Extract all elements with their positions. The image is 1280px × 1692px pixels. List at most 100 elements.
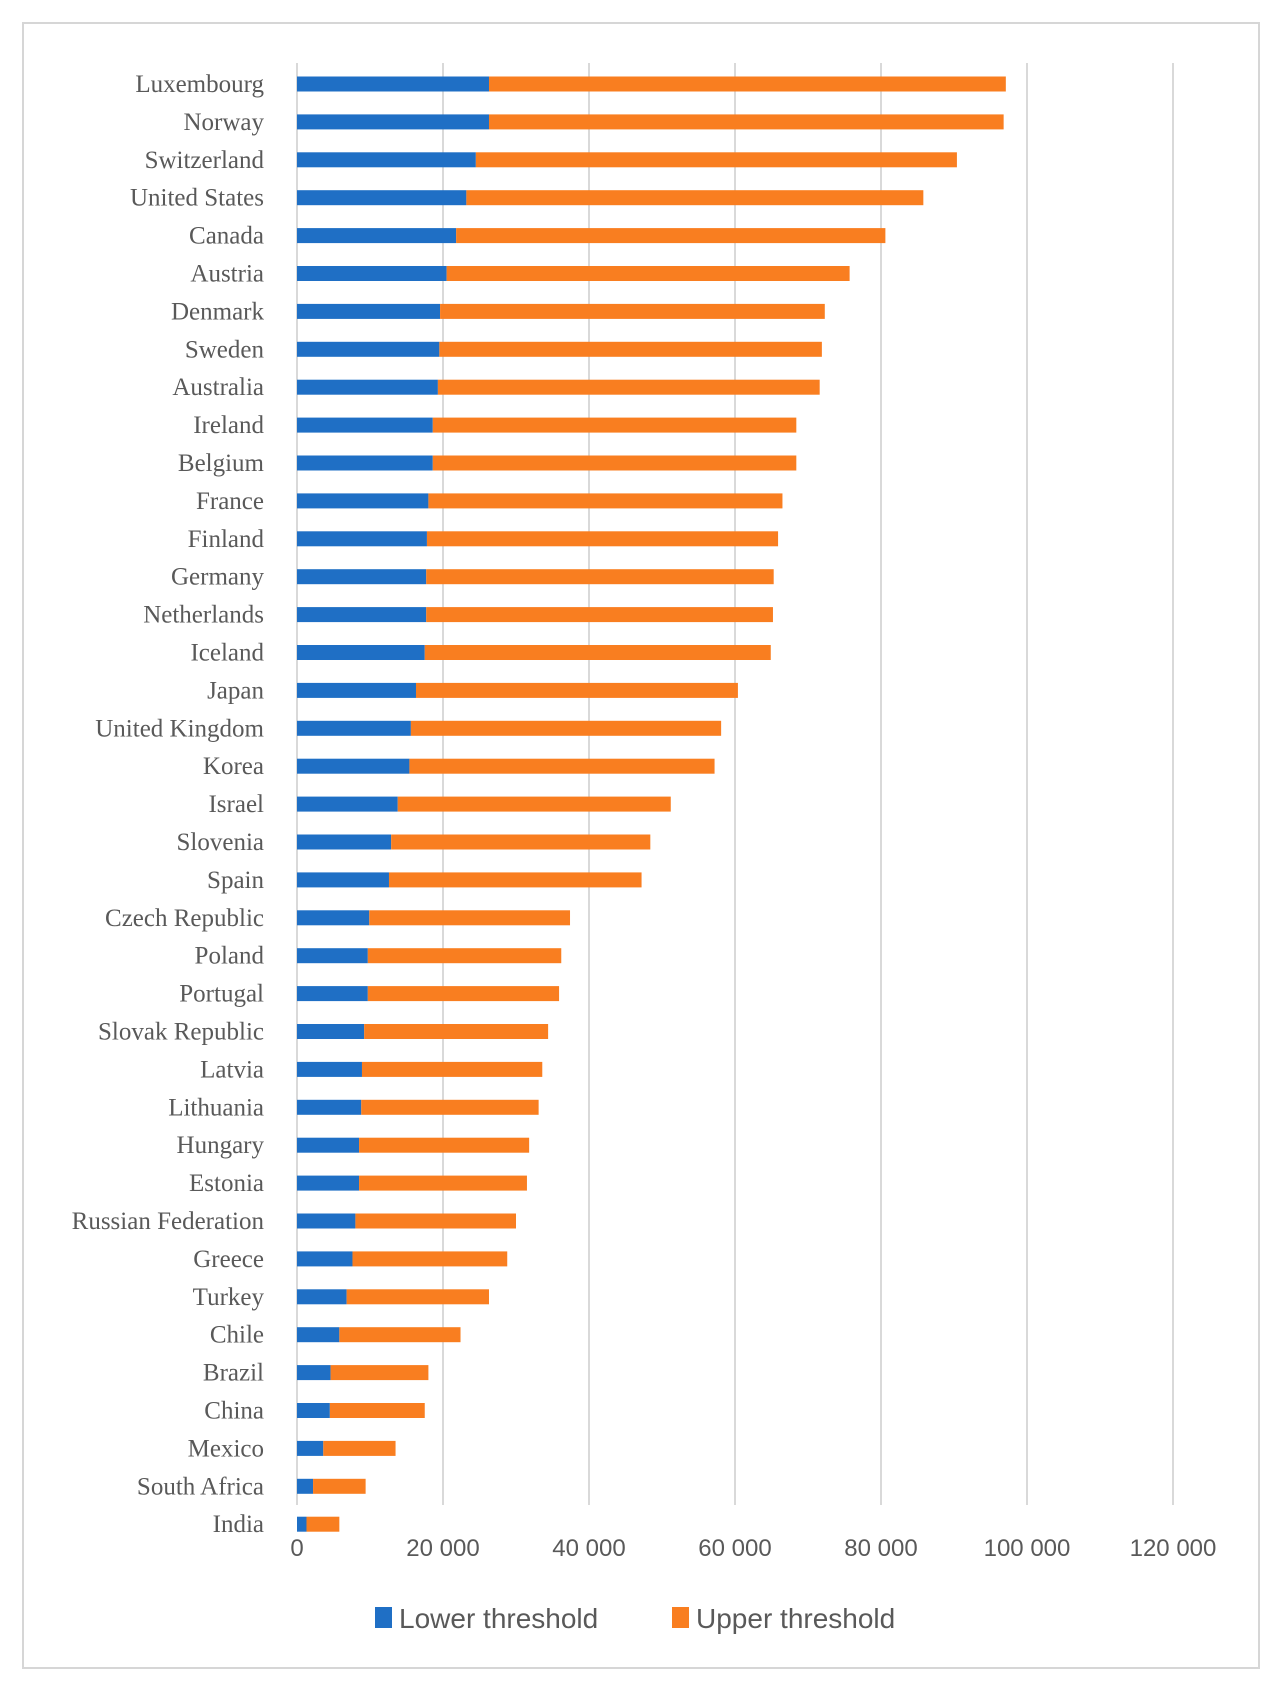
category-label: Russian Federation [72,1208,265,1235]
bar-upper-threshold [440,303,825,319]
category-label: India [213,1511,264,1538]
bar-lower-threshold [297,341,440,357]
x-tick-label: 80 000 [844,1535,917,1562]
bar-lower-threshold [297,1251,353,1267]
bar-upper-threshold [415,682,738,698]
bar-upper-threshold [364,1024,549,1039]
bar-upper-threshold [410,720,722,736]
bar-upper-threshold [475,152,957,168]
x-tick-label: 120 000 [1130,1535,1217,1562]
bar-upper-threshold [361,1099,539,1115]
bar-upper-threshold [367,986,560,1002]
category-label: Latvia [200,1056,264,1083]
category-label: Israel [208,791,264,818]
bar-upper-threshold [426,531,779,547]
bar-upper-threshold [359,1175,527,1191]
legend-swatch-upper [672,1607,689,1628]
bar-upper-threshold [330,1365,429,1381]
category-label: Germany [171,564,265,591]
bar-upper-threshold [488,76,1006,92]
bar-lower-threshold [297,1403,330,1418]
category-label: Greece [193,1246,264,1273]
legend-label-upper: Upper threshold [696,1603,895,1634]
bar-upper-threshold [388,872,642,888]
bar-upper-threshold [426,569,774,585]
category-label: Norway [183,109,264,136]
category-label: Ireland [193,412,264,439]
bar-upper-threshold [355,1213,516,1229]
bar-upper-threshold [346,1289,489,1305]
bar-upper-threshold [424,645,771,660]
bar-lower-threshold [297,1137,360,1153]
bar-lower-threshold [297,986,368,1002]
bar-lower-threshold [297,303,441,319]
bar-lower-threshold [297,1175,360,1191]
x-tick-label: 20 000 [406,1535,479,1562]
bar-lower-threshold [297,834,392,850]
bar-lower-threshold [297,758,410,774]
x-tick-label: 0 [290,1535,303,1562]
category-label: France [196,488,264,515]
category-label: Slovak Republic [98,1019,264,1046]
category-label: United States [130,185,264,212]
x-tick-label: 60 000 [698,1535,771,1562]
bar-lower-threshold [297,872,389,888]
bar-upper-threshold [437,379,820,395]
bar-lower-threshold [297,607,427,623]
bar-upper-threshold [313,1478,366,1494]
category-label: Korea [203,753,264,780]
category-label: United Kingdom [95,715,264,742]
category-label: Brazil [203,1360,264,1387]
bar-lower-threshold [297,190,467,206]
category-label: Turkey [193,1284,265,1311]
bar-lower-threshold [297,417,433,433]
category-label: Poland [195,943,265,970]
bar-upper-threshold [359,1137,530,1153]
bar-lower-threshold [297,1440,324,1456]
bar-upper-threshold [391,834,651,850]
bar-lower-threshold [297,1289,347,1305]
bar-lower-threshold [297,455,433,471]
bar-lower-threshold [297,948,368,964]
category-label: China [204,1398,264,1425]
category-label: Netherlands [143,602,264,629]
category-label: Lithuania [168,1094,264,1121]
category-label: Switzerland [145,147,265,174]
bar-lower-threshold [297,1516,307,1532]
category-label: Japan [207,677,264,704]
bar-lower-threshold [297,1478,314,1494]
category-label: Hungary [177,1132,265,1159]
bar-upper-threshold [361,1061,543,1077]
x-tick-label: 100 000 [984,1535,1071,1562]
bar-lower-threshold [297,1061,362,1077]
bar-lower-threshold [297,228,457,244]
bar-upper-threshold [409,758,715,774]
bar-upper-threshold [397,796,671,812]
bar-lower-threshold [297,266,447,281]
bar-lower-threshold [297,493,429,509]
bar-upper-threshold [439,341,822,357]
legend-swatch-lower [375,1607,392,1628]
bar-upper-threshold [488,114,1004,130]
bar-upper-threshold [466,190,924,206]
category-label: Iceland [190,640,264,667]
bar-upper-threshold [339,1327,461,1343]
category-label: Luxembourg [135,71,264,98]
category-label: Canada [189,223,264,250]
category-label: Estonia [189,1170,264,1197]
bar-lower-threshold [297,569,427,585]
bar-lower-threshold [297,1024,365,1039]
category-label: Belgium [178,450,265,477]
bar-lower-threshold [297,379,438,395]
category-label: Slovenia [177,829,265,856]
category-label: Mexico [188,1435,264,1462]
category-label: Spain [207,867,264,894]
category-label: Chile [210,1322,264,1349]
bar-upper-threshold [456,228,886,244]
category-label: Finland [188,526,265,553]
category-label: Portugal [179,981,264,1008]
bar-upper-threshold [428,493,783,509]
bar-lower-threshold [297,114,489,130]
category-label: Denmark [171,298,265,325]
